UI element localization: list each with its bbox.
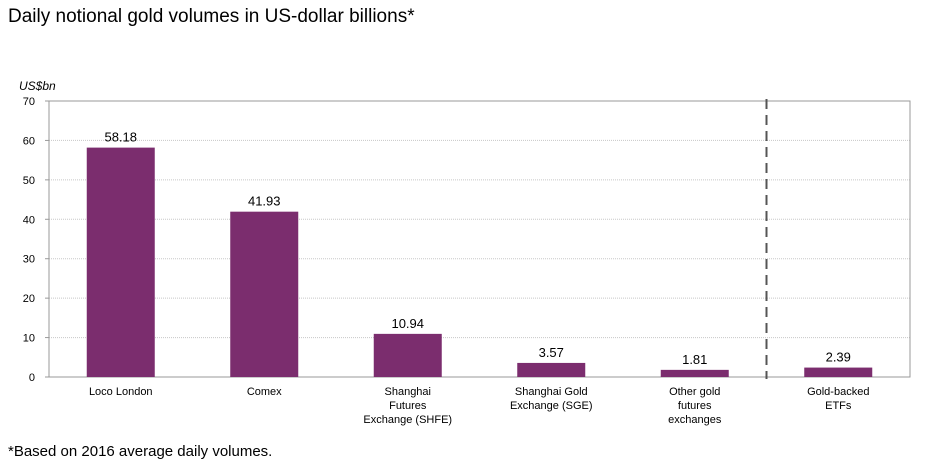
- y-tick-label: 0: [29, 372, 35, 384]
- bar-chart: 0 10 20 30 40 50 60 70 US$bn 58.18 Loco London 41.9…: [19, 79, 911, 426]
- x-tick-label: exchanges: [668, 414, 722, 426]
- x-tick-label: Shanghai: [385, 386, 432, 398]
- x-tick-label: Shanghai Gold: [515, 386, 588, 398]
- bar-value-label: 41.93: [248, 194, 281, 209]
- plot-frame: [48, 100, 911, 378]
- bar: [373, 333, 442, 377]
- bar-value-label: 3.57: [539, 345, 564, 360]
- x-tick-label: Futures: [389, 400, 427, 412]
- chart-footnote: *Based on 2016 average daily volumes.: [8, 443, 273, 460]
- bar: [660, 369, 729, 377]
- y-tick-label: 70: [23, 96, 35, 108]
- y-tick-label: 50: [23, 175, 35, 187]
- y-axis-label: US$bn: [19, 79, 56, 93]
- bar-value-label: 2.39: [826, 350, 851, 365]
- bar: [230, 211, 299, 377]
- bar-value-label: 1.81: [682, 352, 707, 367]
- x-tick-label: Gold-backed: [807, 386, 869, 398]
- y-tick-label: 30: [23, 254, 35, 266]
- y-tick-label: 10: [23, 333, 35, 345]
- x-tick-label: Other gold: [669, 386, 720, 398]
- bar: [517, 362, 586, 377]
- bar-value-label: 58.18: [104, 130, 137, 145]
- y-tick-label: 20: [23, 293, 35, 305]
- bar: [804, 367, 873, 377]
- y-tick-label: 40: [23, 214, 35, 226]
- x-tick-label: Comex: [247, 386, 282, 398]
- chart-title: Daily notional gold volumes in US-dollar…: [8, 6, 415, 27]
- bar-value-label: 10.94: [391, 316, 424, 331]
- bar: [86, 147, 155, 377]
- y-tick-label: 60: [23, 135, 35, 147]
- x-tick-label: Loco London: [89, 386, 153, 398]
- x-tick-label: ETFs: [825, 400, 852, 412]
- x-tick-label: futures: [678, 400, 712, 412]
- x-tick-label: Exchange (SHFE): [363, 414, 452, 426]
- x-tick-label: Exchange (SGE): [510, 400, 593, 412]
